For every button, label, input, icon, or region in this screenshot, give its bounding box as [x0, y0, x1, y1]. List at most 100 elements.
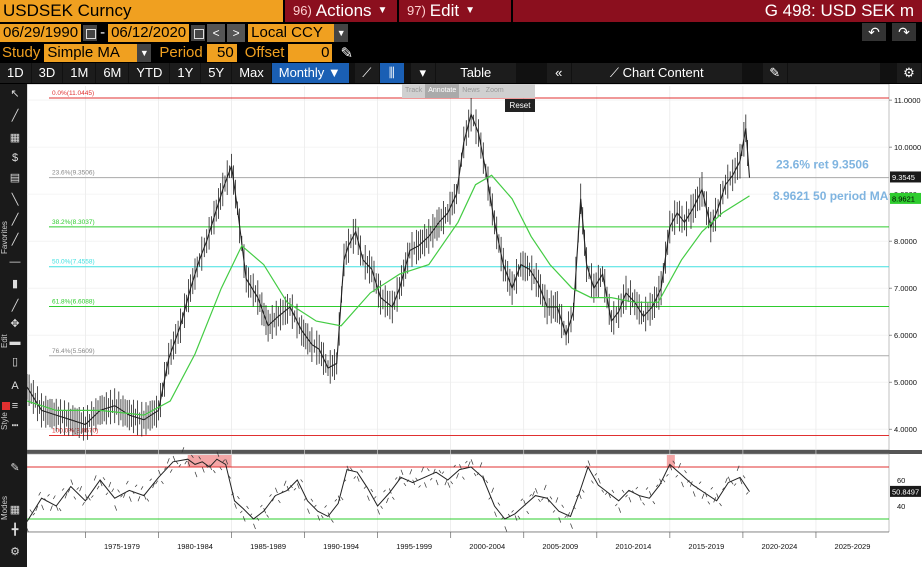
period-field[interactable]: 50	[206, 43, 237, 62]
oscillator-segment	[363, 486, 367, 489]
actions-menu[interactable]: 96) Actions ▼	[285, 0, 397, 22]
oscillator-segment	[317, 515, 321, 521]
edit-menu[interactable]: 97) Edit ▼	[399, 0, 511, 22]
end-date-field[interactable]: 06/12/2020	[108, 23, 190, 42]
crosshair-icon[interactable]: ╋	[11, 524, 19, 536]
oscillator-segment	[611, 489, 615, 493]
oscillator-segment	[228, 475, 231, 479]
trend-line-icon[interactable]: ╱	[11, 110, 19, 122]
oscillator-segment	[710, 486, 714, 490]
settings-icon[interactable]: ⚙	[10, 546, 20, 558]
color-swatch-icon[interactable]	[2, 402, 10, 410]
oscillator-segment	[497, 502, 501, 506]
y-tick-label: 8.0000	[894, 237, 917, 246]
channel-icon[interactable]: ▮	[11, 278, 19, 290]
x-tick-label: 2005-2009	[542, 542, 578, 551]
chevron-down-icon[interactable]: ▼	[137, 43, 152, 62]
range-1y[interactable]: 1Y	[170, 63, 201, 83]
chart-content-button[interactable]: ⟋ Chart Content	[571, 63, 742, 83]
range-5y[interactable]: 5Y	[201, 63, 232, 83]
oscillator-segment	[367, 495, 370, 501]
range-1d[interactable]: 1D	[0, 63, 31, 83]
oscillator-segment	[41, 504, 44, 511]
fib-level-label: 0.0%(11.0445)	[52, 90, 94, 97]
x-tick-label: 2010-2014	[615, 542, 651, 551]
oscillator-segment	[642, 502, 645, 506]
move-icon[interactable]: ✥	[10, 318, 20, 330]
collapse-icon[interactable]: «	[546, 63, 571, 83]
currency-select[interactable]: Local CCY	[248, 23, 335, 42]
mode-news[interactable]: News	[462, 87, 480, 94]
line-style-icon[interactable]: ┅	[11, 420, 19, 432]
mode-annotate[interactable]: Annotate	[425, 84, 460, 98]
range-1m[interactable]: 1M	[63, 63, 96, 83]
fibonacci-icon[interactable]: ▤	[9, 172, 21, 184]
oscillator-segment	[618, 507, 622, 513]
y-tick-label: 5.0000	[894, 378, 917, 387]
redo-icon[interactable]: ↷	[892, 23, 916, 41]
reset-button[interactable]: Reset	[505, 99, 535, 112]
pen-icon[interactable]: ╱	[11, 234, 19, 246]
start-date-field[interactable]: 06/29/1990	[0, 23, 82, 42]
actions-number: 96)	[293, 3, 312, 18]
chevron-left-icon[interactable]: <	[207, 23, 226, 42]
line-width-icon[interactable]: ≡	[11, 400, 19, 412]
offset-field[interactable]: 0	[288, 43, 333, 62]
range-6m[interactable]: 6M	[96, 63, 129, 83]
frequency-select[interactable]: Monthly ▼	[271, 63, 349, 83]
calendar-icon[interactable]	[191, 24, 206, 41]
range-ytd[interactable]: YTD	[129, 63, 170, 83]
font-icon[interactable]: A	[11, 380, 19, 392]
edit-icon[interactable]: ✎	[762, 63, 787, 83]
oscillator-segment	[38, 491, 42, 496]
oscillator-segment	[300, 479, 303, 483]
oscillator-segment	[669, 464, 673, 471]
pencil-icon[interactable]: ✎	[340, 44, 354, 62]
oscillator-segment	[76, 487, 79, 490]
date-separator: -	[100, 24, 106, 41]
study-select[interactable]: Simple MA	[44, 43, 138, 62]
price-series-line	[27, 112, 751, 426]
oscillator-segment	[283, 480, 287, 486]
x-tick-label: 1995-1999	[396, 542, 432, 551]
cursor-icon[interactable]: ↖	[10, 88, 20, 100]
pencil-icon[interactable]: ✎	[10, 462, 20, 474]
text-icon[interactable]: $	[11, 152, 19, 164]
oscillator-segment	[64, 493, 68, 499]
zoom-icon[interactable]: ▦	[9, 504, 21, 516]
oscillator-segment	[678, 462, 681, 469]
range-max[interactable]: Max	[232, 63, 271, 83]
brush-icon[interactable]: ╲	[11, 194, 19, 206]
line-chart-icon[interactable]: ⟋	[354, 63, 379, 83]
ruler-icon[interactable]: ▦	[9, 132, 21, 144]
range-3d[interactable]: 3D	[31, 63, 63, 83]
note-icon[interactable]: ▯	[11, 356, 19, 368]
ticker-field[interactable]: USDSEK Curncy	[0, 0, 283, 22]
price-chart[interactable]: 11.000010.00009.00008.00007.00006.00005.…	[27, 84, 922, 567]
chevron-right-icon[interactable]: >	[227, 23, 246, 42]
horizontal-line-icon[interactable]: —	[9, 256, 21, 268]
annotation-fib-retracement: 23.6% ret 9.3506	[776, 157, 869, 171]
bar-chart-icon[interactable]: ⫼	[379, 63, 404, 83]
line-icon[interactable]: ╱	[11, 300, 19, 312]
chevron-down-icon[interactable]: ▾	[410, 63, 435, 83]
period-label: Period	[159, 44, 203, 61]
table-button[interactable]: Table	[435, 63, 516, 83]
oscillator-segment	[476, 472, 480, 476]
oscillator-segment	[447, 482, 451, 488]
oscillator-segment	[324, 505, 327, 508]
mode-track[interactable]: Track	[405, 87, 423, 94]
delete-icon[interactable]: ▬	[9, 336, 21, 348]
oscillator-segment	[383, 489, 386, 493]
chevron-down-icon[interactable]: ▼	[334, 23, 349, 42]
marker-icon[interactable]: ╱	[11, 214, 19, 226]
mode-zoom[interactable]: Zoom	[485, 87, 504, 94]
oscillator-segment	[523, 499, 527, 506]
oscillator-segment	[666, 473, 669, 477]
gear-icon[interactable]: ⚙	[897, 63, 921, 83]
oscillator-segment	[253, 523, 256, 530]
oscillator-segment	[161, 480, 164, 485]
calendar-icon[interactable]	[83, 24, 98, 41]
undo-icon[interactable]: ↶	[862, 23, 886, 41]
oscillator-segment	[684, 470, 687, 474]
